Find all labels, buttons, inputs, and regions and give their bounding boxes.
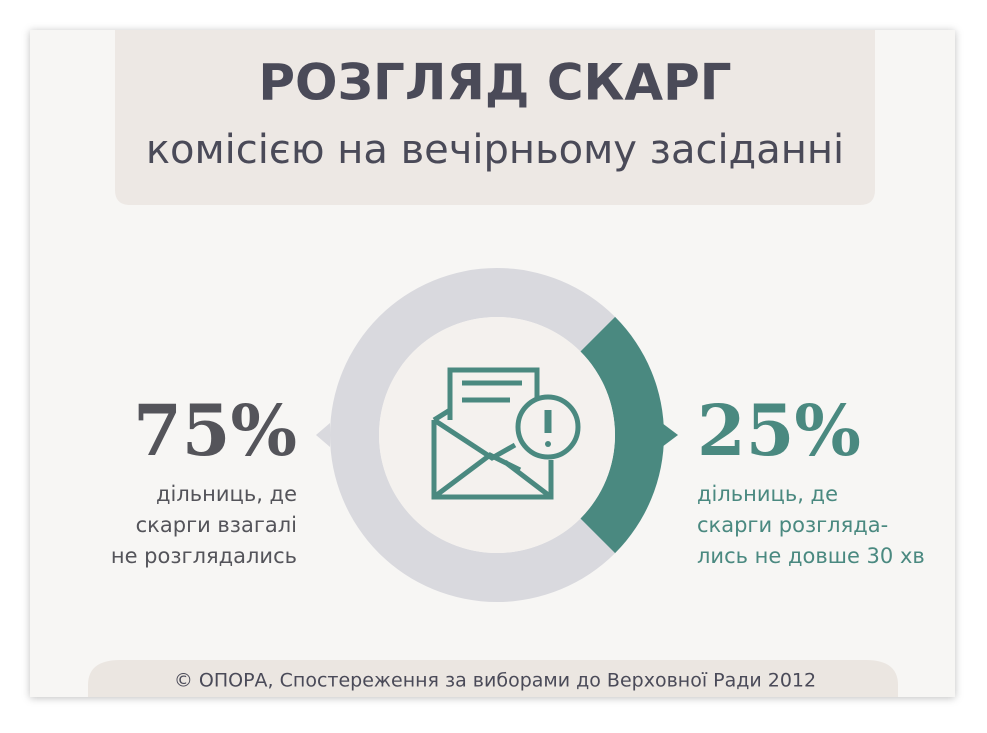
category-label: дільниць, де — [156, 482, 297, 506]
value-label: 25% — [697, 389, 861, 472]
notch — [662, 423, 678, 447]
footer-band — [88, 660, 898, 697]
category-label: лись не довше 30 хв — [697, 544, 925, 568]
donut-hole — [379, 317, 615, 553]
category-label: дільниць, де — [697, 482, 838, 506]
category-label: скарги взагалі — [136, 513, 297, 537]
envelope-icon — [431, 367, 581, 500]
chart-subtitle: комісією на вечірньому засіданні — [146, 127, 844, 173]
donut-slice — [330, 268, 616, 602]
donut-slice — [580, 316, 665, 554]
notch — [316, 423, 330, 447]
category-label: скарги розгляда- — [697, 513, 888, 537]
category-label: не розглядались — [111, 544, 297, 568]
value-label: 75% — [133, 389, 297, 472]
source: © ОПОРА, Спостереження за виборами до Ве… — [174, 670, 816, 692]
chart-title: РОЗГЛЯД СКАРГ — [258, 54, 731, 112]
donut — [316, 268, 678, 602]
title-band — [115, 30, 875, 205]
